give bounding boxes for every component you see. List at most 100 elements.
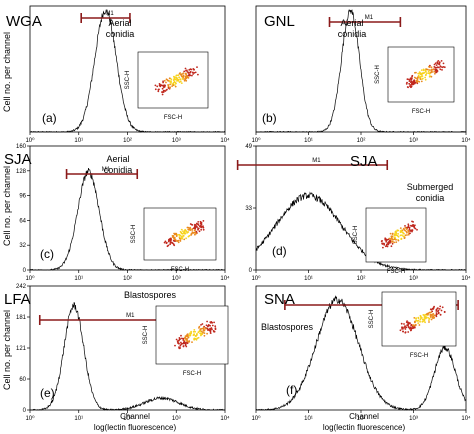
- x-tick-label: 10⁰: [251, 137, 261, 144]
- scatter-point: [178, 237, 181, 240]
- scatter-point: [417, 317, 420, 320]
- scatter-point: [417, 322, 420, 324]
- scatter-point: [395, 241, 398, 244]
- scatter-point: [200, 225, 203, 228]
- scatter-point: [154, 88, 157, 91]
- scatter-point: [194, 229, 196, 232]
- scatter-point: [440, 65, 442, 68]
- scatter-point: [438, 61, 441, 63]
- scatter-point: [391, 238, 394, 241]
- scatter-point: [433, 71, 435, 73]
- scatter-point: [405, 230, 408, 233]
- scatter-point: [433, 66, 436, 68]
- scatter-point: [209, 324, 212, 327]
- lectin-name: SJA: [350, 153, 378, 170]
- scatter-point: [413, 324, 415, 327]
- scatter-point: [157, 90, 160, 93]
- cell-type-label: Blastospores: [124, 290, 177, 300]
- scatter-point: [437, 60, 440, 62]
- scatter-point: [401, 326, 403, 329]
- x-tick-label: 10³: [409, 276, 418, 282]
- scatter-point: [393, 234, 396, 237]
- x-axis-label-left: Channel log(lectin fluorescence): [94, 412, 177, 432]
- scatter-point: [202, 327, 204, 330]
- scatter-point: [402, 327, 404, 330]
- scatter-point: [191, 74, 193, 77]
- histogram-trace: [256, 9, 466, 133]
- gate-label: M1: [105, 11, 114, 17]
- scatter-point: [168, 80, 171, 82]
- cell-type-label: conidia: [104, 165, 133, 175]
- scatter-point: [436, 307, 439, 310]
- scatter-point: [200, 324, 202, 326]
- scatter-point: [407, 86, 409, 89]
- scatter-point: [432, 308, 435, 310]
- scatter-point: [416, 77, 419, 79]
- inset-scatter-plot: FSC-H SSC-H: [125, 51, 209, 121]
- scatter-point: [424, 78, 427, 81]
- scatter-point: [438, 66, 440, 69]
- scatter-point: [406, 78, 409, 81]
- x-tick-label: 10⁰: [251, 415, 261, 422]
- scatter-point: [193, 334, 195, 336]
- histogram-trace: [255, 191, 467, 271]
- scatter-point: [419, 76, 422, 79]
- scatter-point: [171, 235, 174, 237]
- scatter-point: [410, 82, 413, 85]
- scatter-point: [196, 66, 198, 68]
- x-axis-label-left-line1: Channel: [120, 412, 150, 421]
- scatter-point: [201, 323, 204, 325]
- scatter-point: [181, 78, 184, 80]
- scatter-point: [410, 77, 413, 80]
- panel-c: 10⁰ 10¹ 10² 10³ 10⁴ 0 32 64 96 128 160 M1 SJA (c) Aeri…: [4, 144, 230, 282]
- scatter-point: [390, 241, 393, 243]
- scatter-point: [415, 71, 417, 74]
- scatter-point: [411, 220, 413, 223]
- scatter-point: [400, 322, 403, 325]
- scatter-point: [193, 338, 196, 340]
- scatter-point: [179, 234, 182, 237]
- scatter-point: [172, 84, 175, 87]
- scatter-point: [407, 323, 410, 326]
- scatter-point: [211, 321, 214, 324]
- scatter-point: [428, 319, 430, 321]
- inset-scatter-plot: FSC-H SSC-H: [375, 46, 455, 115]
- panel-letter: (c): [40, 247, 54, 261]
- scatter-point: [195, 222, 198, 225]
- inset-frame: [137, 51, 209, 109]
- scatter-point: [170, 80, 173, 83]
- scatter-point: [439, 305, 442, 308]
- scatter-point: [419, 78, 422, 80]
- scatter-point: [432, 68, 435, 71]
- panel-d: 10⁰ 10¹ 10² 10³ 10⁴ 0 33 49 M1 SJA (d) Submergedcon…: [236, 144, 471, 282]
- x-tick-label: 10¹: [304, 138, 313, 144]
- x-tick-label: 10³: [409, 138, 418, 144]
- scatter-point: [169, 243, 172, 246]
- scatter-point: [383, 243, 386, 246]
- scatter-point: [201, 330, 203, 333]
- scatter-point: [387, 238, 390, 241]
- scatter-point: [193, 72, 196, 74]
- scatter-point: [194, 226, 196, 229]
- scatter-point: [200, 333, 203, 336]
- scatter-point: [203, 332, 206, 334]
- scatter-point: [209, 330, 212, 333]
- scatter-point: [415, 319, 417, 322]
- scatter-point: [197, 227, 200, 230]
- scatter-point: [196, 226, 199, 229]
- inset-x-label: FSC-H: [171, 267, 189, 273]
- x-axis-label-right-line2: log(lectin fluorescence): [323, 423, 406, 432]
- scatter-point: [428, 72, 431, 75]
- scatter-point: [407, 331, 410, 333]
- lectin-name: LFA: [4, 291, 31, 308]
- scatter-point: [401, 231, 404, 234]
- scatter-point: [181, 236, 184, 238]
- scatter-point: [167, 84, 170, 86]
- y-tick-label: 121: [16, 346, 27, 352]
- x-tick-label: 10⁰: [25, 415, 35, 422]
- scatter-point: [419, 320, 421, 323]
- scatter-point: [179, 78, 182, 81]
- scatter-point: [187, 231, 190, 233]
- cell-type-label: Aerial: [108, 18, 131, 28]
- scatter-point: [186, 333, 189, 336]
